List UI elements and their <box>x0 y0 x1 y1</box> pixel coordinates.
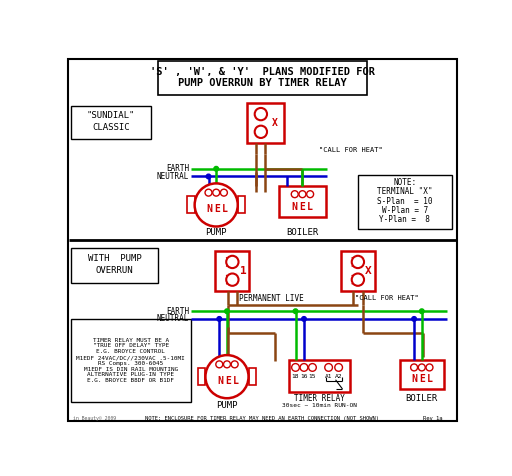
Text: L: L <box>222 204 228 214</box>
Text: "CALL FOR HEAT": "CALL FOR HEAT" <box>355 295 419 301</box>
Text: A2: A2 <box>335 374 343 379</box>
Circle shape <box>221 189 227 196</box>
Text: NOTE: ENCLOSURE FOR TIMER RELAY MAY NEED AN EARTH CONNECTION (NOT SHOWN): NOTE: ENCLOSURE FOR TIMER RELAY MAY NEED… <box>145 416 379 421</box>
Text: X: X <box>365 266 372 276</box>
Circle shape <box>214 167 219 171</box>
Circle shape <box>212 189 220 196</box>
Circle shape <box>335 364 343 371</box>
Circle shape <box>352 256 364 268</box>
Circle shape <box>299 191 306 198</box>
Text: PERMANENT LIVE: PERMANENT LIVE <box>239 294 304 303</box>
Circle shape <box>205 189 212 196</box>
Circle shape <box>195 183 238 227</box>
Circle shape <box>352 274 364 286</box>
Circle shape <box>226 256 239 268</box>
Circle shape <box>419 309 424 314</box>
Text: N: N <box>292 201 297 211</box>
Text: TERMINAL "X": TERMINAL "X" <box>377 188 433 197</box>
Circle shape <box>205 355 248 398</box>
Text: S-Plan  = 10: S-Plan = 10 <box>377 197 433 206</box>
Text: PUMP: PUMP <box>205 228 227 237</box>
Text: E: E <box>419 374 425 384</box>
Circle shape <box>325 364 332 371</box>
Text: W-Plan = 7: W-Plan = 7 <box>382 206 428 215</box>
Text: E: E <box>214 204 220 214</box>
Circle shape <box>412 317 416 321</box>
Text: 1: 1 <box>240 266 246 276</box>
Text: L: L <box>232 376 239 386</box>
Circle shape <box>418 364 425 371</box>
Bar <box>72 319 191 402</box>
Text: X: X <box>272 119 278 129</box>
Text: 16: 16 <box>300 374 308 379</box>
Bar <box>358 175 452 229</box>
Text: TIMER RELAY MUST BE A
"TRUE OFF DELAY" TYPE
E.G. BROYCE CONTROL
M1EDF 24VAC/DC//: TIMER RELAY MUST BE A "TRUE OFF DELAY" T… <box>76 337 185 383</box>
Circle shape <box>292 364 300 371</box>
Text: NOTE:: NOTE: <box>393 178 416 187</box>
Text: Rev 1a: Rev 1a <box>423 416 442 421</box>
Bar <box>400 360 444 389</box>
Text: E: E <box>225 376 231 386</box>
Text: PUMP OVERRUN BY TIMER RELAY: PUMP OVERRUN BY TIMER RELAY <box>178 78 347 89</box>
Text: BOILER: BOILER <box>286 228 318 237</box>
Text: L: L <box>307 201 313 211</box>
Bar <box>187 197 195 213</box>
Text: 18: 18 <box>292 374 299 379</box>
Circle shape <box>302 317 306 321</box>
Bar <box>248 368 256 385</box>
Text: BOILER: BOILER <box>406 394 438 403</box>
Bar <box>72 248 158 283</box>
Text: in Beauty© 2009: in Beauty© 2009 <box>73 416 116 421</box>
Text: TIMER RELAY: TIMER RELAY <box>294 394 345 403</box>
Text: 30sec ~ 10min RUN-ON: 30sec ~ 10min RUN-ON <box>282 403 357 407</box>
Circle shape <box>206 174 211 179</box>
Bar <box>198 368 205 385</box>
Text: N: N <box>206 204 212 214</box>
Circle shape <box>300 364 308 371</box>
Text: N: N <box>411 374 417 384</box>
Bar <box>247 103 284 143</box>
Text: "SUNDIAL": "SUNDIAL" <box>87 111 135 120</box>
Text: A1: A1 <box>325 374 332 379</box>
Text: EARTH: EARTH <box>166 164 189 173</box>
Text: CLASSIC: CLASSIC <box>92 123 130 132</box>
Text: OVERRUN: OVERRUN <box>96 266 133 275</box>
Bar <box>158 61 367 95</box>
Circle shape <box>224 361 230 368</box>
Text: Y-Plan =  8: Y-Plan = 8 <box>379 215 430 224</box>
Text: WITH  PUMP: WITH PUMP <box>88 254 141 263</box>
Text: N: N <box>217 376 223 386</box>
Circle shape <box>309 364 316 371</box>
Text: 'S' , 'W', & 'Y'  PLANS MODIFIED FOR: 'S' , 'W', & 'Y' PLANS MODIFIED FOR <box>150 67 375 77</box>
Bar <box>289 360 350 392</box>
Bar <box>72 106 151 139</box>
Text: E: E <box>300 201 305 211</box>
Circle shape <box>293 309 298 314</box>
Circle shape <box>216 361 223 368</box>
Text: NEUTRAL: NEUTRAL <box>157 315 189 323</box>
Text: PUMP: PUMP <box>216 401 238 410</box>
Text: "CALL FOR HEAT": "CALL FOR HEAT" <box>319 147 383 152</box>
Text: NEUTRAL: NEUTRAL <box>157 172 189 181</box>
Circle shape <box>307 191 314 198</box>
Text: 15: 15 <box>309 374 316 379</box>
Bar <box>341 251 375 291</box>
Circle shape <box>217 317 222 321</box>
Bar <box>280 187 326 217</box>
Bar <box>216 251 249 291</box>
Circle shape <box>254 108 267 120</box>
Circle shape <box>231 361 238 368</box>
Circle shape <box>226 274 239 286</box>
Circle shape <box>411 364 418 371</box>
Circle shape <box>291 191 298 198</box>
Circle shape <box>225 309 229 314</box>
Circle shape <box>426 364 433 371</box>
Text: EARTH: EARTH <box>166 307 189 316</box>
Bar <box>238 197 245 213</box>
Circle shape <box>254 126 267 138</box>
Text: L: L <box>426 374 433 384</box>
